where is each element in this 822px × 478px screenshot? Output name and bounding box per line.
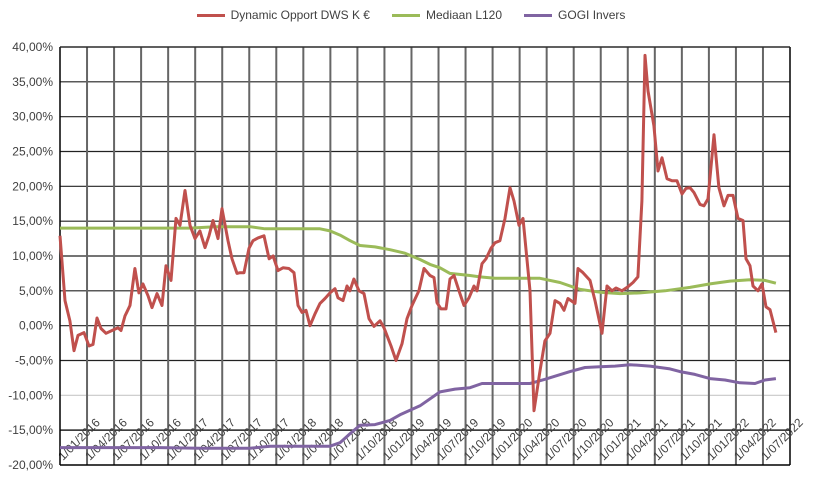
y-tick-label: 0,00% [19,319,53,333]
y-tick-label: 35,00% [12,75,53,89]
y-tick-label: -20,00% [8,458,53,472]
legend-swatch [196,13,225,17]
legend-label: Mediaan L120 [425,8,503,22]
legend-item-mediaan: Mediaan L120 [391,8,503,22]
y-tick-label: 30,00% [12,110,53,124]
y-tick-label: -10,00% [8,388,53,402]
y-tick-label: -15,00% [8,423,53,437]
y-tick-label: 15,00% [12,214,53,228]
y-tick-label: -5,00% [15,354,53,368]
legend-label: Dynamic Opport DWS K € [230,8,370,22]
y-tick-label: 40,00% [12,40,53,54]
chart-legend: Dynamic Opport DWS K € Mediaan L120 GOGI… [0,8,822,22]
y-tick-label: 20,00% [12,179,53,193]
series-line-gogi-invers [60,363,777,450]
series-line-dynamic-opport [58,53,778,413]
legend-label: GOGI Invers [558,8,626,22]
legend-item-dynamic-opport: Dynamic Opport DWS K € [196,8,370,22]
series-line-mediaan-l120 [60,225,777,296]
legend-swatch [391,13,420,17]
y-tick-label: 5,00% [19,284,53,298]
y-tick-label: 10,00% [12,249,53,263]
legend-swatch [524,13,553,17]
legend-item-gogi: GOGI Invers [524,8,625,22]
y-tick-label: 25,00% [12,145,53,159]
